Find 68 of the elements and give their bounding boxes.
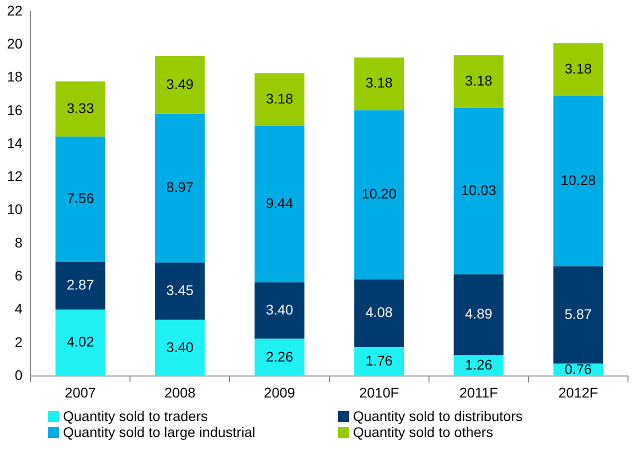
data-label: 4.89 bbox=[465, 306, 492, 322]
y-tick-label: 16 bbox=[6, 102, 23, 118]
y-tick-label: 0 bbox=[14, 367, 23, 384]
bar bbox=[553, 96, 604, 266]
y-tick-label: 18 bbox=[6, 68, 23, 85]
y-tick-label: 10 bbox=[6, 201, 23, 218]
bar bbox=[354, 347, 404, 376]
data-label: 9.44 bbox=[266, 194, 294, 211]
data-label: 4.02 bbox=[66, 334, 94, 350]
bar bbox=[454, 274, 504, 356]
bar bbox=[254, 338, 304, 376]
bar bbox=[454, 108, 504, 274]
data-label: 3.40 bbox=[166, 338, 194, 355]
bar bbox=[553, 43, 604, 96]
data-label: 7.56 bbox=[66, 190, 94, 206]
bar bbox=[55, 81, 106, 137]
data-label: 3.18 bbox=[564, 60, 592, 76]
bar bbox=[155, 56, 205, 114]
bar bbox=[155, 262, 205, 320]
data-label: 10.03 bbox=[461, 182, 496, 198]
y-tick-label: 4 bbox=[14, 300, 23, 317]
y-tick-label: 12 bbox=[6, 168, 23, 184]
data-label: 8.97 bbox=[166, 179, 194, 196]
y-tick-label: 6 bbox=[14, 268, 23, 284]
y-tick-label: 2 bbox=[14, 334, 23, 350]
x-tick-label: 2009 bbox=[264, 384, 296, 400]
y-tick-label: 14 bbox=[6, 134, 23, 151]
data-label: 4.08 bbox=[365, 304, 393, 320]
data-label: 10.20 bbox=[362, 186, 397, 202]
data-label: 3.40 bbox=[266, 301, 294, 318]
data-label: 1.26 bbox=[465, 356, 492, 373]
legend-label: Quantity sold to traders bbox=[63, 408, 208, 424]
data-label: 3.18 bbox=[266, 90, 294, 106]
data-label: 3.18 bbox=[465, 72, 492, 88]
bar bbox=[55, 310, 106, 376]
data-label: 3.18 bbox=[365, 74, 393, 91]
data-label: 3.33 bbox=[66, 100, 94, 116]
x-tick-label: 2011F bbox=[459, 384, 498, 400]
y-tick-label: 8 bbox=[14, 234, 23, 250]
bar bbox=[354, 279, 404, 348]
bar bbox=[354, 110, 404, 280]
data-label: 0.76 bbox=[564, 360, 592, 377]
x-tick-label: 2008 bbox=[164, 384, 196, 400]
x-tick-label: 2012F bbox=[558, 384, 598, 400]
data-label: 2.26 bbox=[266, 348, 294, 364]
bar bbox=[55, 136, 106, 262]
bar bbox=[254, 126, 304, 282]
bar bbox=[454, 55, 504, 108]
data-label: 3.45 bbox=[166, 282, 194, 298]
bar bbox=[553, 266, 604, 364]
x-tick-label: 2007 bbox=[64, 384, 96, 400]
data-label: 1.76 bbox=[365, 352, 393, 368]
bar bbox=[55, 262, 106, 310]
legend-label: Quantity sold to others bbox=[353, 424, 494, 440]
data-label: 3.49 bbox=[166, 76, 194, 92]
data-label: 2.87 bbox=[66, 276, 94, 293]
bar bbox=[254, 282, 304, 339]
bar bbox=[155, 114, 205, 263]
bar bbox=[155, 320, 205, 376]
bar bbox=[254, 73, 304, 126]
legend-label: Quantity sold to large industrial bbox=[63, 424, 256, 440]
y-tick-label: 22 bbox=[6, 2, 23, 18]
data-label: 5.87 bbox=[564, 306, 592, 322]
data-label: 10.28 bbox=[560, 172, 596, 188]
bar bbox=[354, 58, 404, 110]
legend-label: Quantity sold to distributors bbox=[353, 408, 523, 424]
y-tick-label: 20 bbox=[6, 35, 23, 52]
x-tick-label: 2010F bbox=[359, 384, 399, 400]
